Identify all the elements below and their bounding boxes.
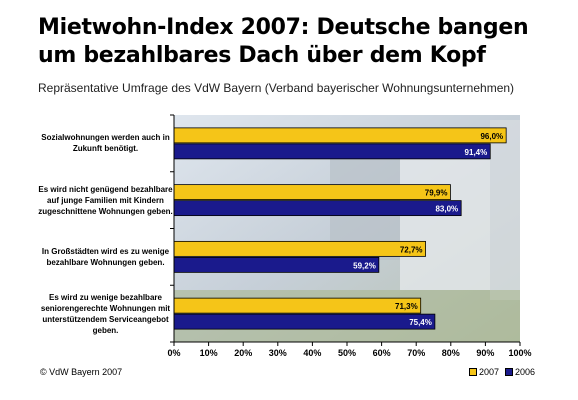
x-tick-label: 10% xyxy=(200,348,218,358)
data-label-2006-0: 91,4% xyxy=(465,148,488,157)
data-label-2007-1: 79,9% xyxy=(425,189,448,198)
category-label: Es wird zu wenige bezahlbare seniorenger… xyxy=(40,292,171,335)
legend-label: 2007 xyxy=(479,367,500,377)
x-tick-label: 90% xyxy=(476,348,494,358)
x-tick-label: 100% xyxy=(508,348,531,358)
legend-swatch xyxy=(505,368,514,376)
chart-subtitle: Repräsentative Umfrage des VdW Bayern (V… xyxy=(38,81,515,95)
category-label: Es wird nicht genügend bezahlbare auf ju… xyxy=(38,184,173,216)
bar-2006-2 xyxy=(173,256,380,273)
x-tick-label: 70% xyxy=(407,348,425,358)
chart-legend: 2007 2006 xyxy=(469,367,539,377)
category-label: Sozialwohnungen werden auch in Zukunft b… xyxy=(41,133,170,154)
legend-item-2006: 2006 xyxy=(505,367,535,377)
x-tick-label: 50% xyxy=(338,348,356,358)
copyright-footer: © VdW Bayern 2007 xyxy=(40,367,123,377)
chart-title: Mietwohn-Index 2007: Deutsche bangen um … xyxy=(38,15,529,68)
x-tick-label: 40% xyxy=(303,348,321,358)
bar-2007-1 xyxy=(173,184,451,201)
data-label-2007-3: 71,3% xyxy=(395,302,418,311)
legend-label: 2006 xyxy=(515,367,536,377)
bar-2006-3 xyxy=(173,313,436,330)
category-label: In Großstädten wird es zu wenige bezahlb… xyxy=(41,246,170,267)
x-tick-label: 0% xyxy=(167,348,180,358)
bar-2007-0 xyxy=(173,127,507,144)
x-tick-label: 30% xyxy=(269,348,287,358)
bar-2006-0 xyxy=(173,143,491,160)
x-tick-label: 20% xyxy=(234,348,252,358)
data-label-2007-2: 72,7% xyxy=(400,245,423,254)
legend-item-2007: 2007 xyxy=(469,367,499,377)
bar-2007-2 xyxy=(173,240,426,257)
data-label-2006-1: 83,0% xyxy=(435,205,458,214)
data-label-2006-3: 75,4% xyxy=(409,318,432,327)
x-tick-label: 60% xyxy=(373,348,391,358)
data-label-2007-0: 96,0% xyxy=(480,132,503,141)
data-label-2006-2: 59,2% xyxy=(353,261,376,270)
bar-2007-3 xyxy=(173,297,422,314)
legend-swatch xyxy=(469,368,477,376)
x-tick-label: 80% xyxy=(442,348,460,358)
bar-2006-1 xyxy=(173,200,462,217)
